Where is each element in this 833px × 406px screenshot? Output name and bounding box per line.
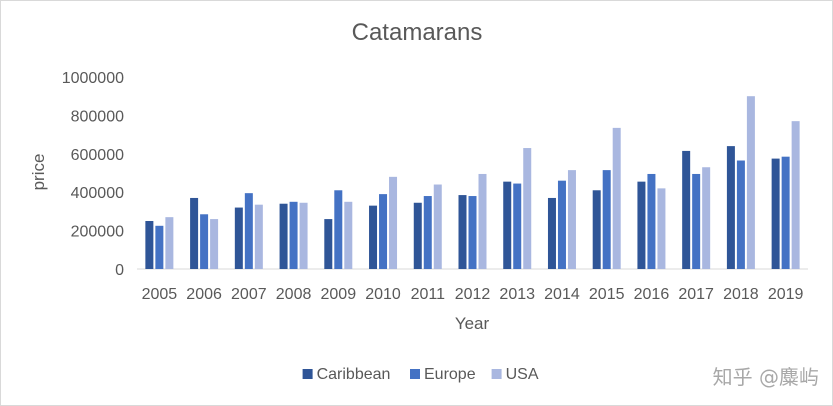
bar-usa-2019 [791, 121, 800, 269]
chart-title: Catamarans [352, 19, 483, 46]
bar-europe-2014 [557, 180, 566, 269]
bar-caribbean-2016 [637, 181, 646, 269]
bar-usa-2012 [478, 173, 487, 269]
bar-europe-2012 [468, 196, 477, 269]
x-tick-label: 2009 [321, 286, 357, 303]
x-axis-ticks: 2005 2006 2007 2008 2009 2010 2011 2012 2013 2014… [142, 286, 804, 303]
bar-europe-2016 [647, 173, 656, 269]
bar-europe-2007 [244, 193, 253, 269]
x-tick-label: 2016 [634, 286, 670, 303]
x-tick-label: 2007 [231, 286, 267, 303]
bar-usa-2006 [210, 219, 219, 269]
x-tick-label: 2017 [678, 286, 714, 303]
y-tick-label: 800000 [71, 108, 124, 125]
legend: Caribbean Europe USA [302, 366, 539, 383]
bar-caribbean-2006 [190, 197, 199, 269]
legend-swatch-usa [491, 369, 502, 379]
bar-usa-2011 [433, 184, 442, 269]
bar-caribbean-2017 [682, 150, 691, 269]
bar-caribbean-2005 [145, 221, 154, 269]
y-tick-label: 400000 [71, 185, 124, 202]
bar-usa-2007 [254, 204, 263, 269]
y-tick-label: 1000000 [62, 70, 124, 87]
x-tick-label: 2012 [455, 286, 491, 303]
bar-caribbean-2010 [369, 205, 378, 269]
bar-usa-2016 [657, 188, 666, 269]
legend-label-europe: Europe [424, 366, 476, 383]
bar-caribbean-2011 [413, 202, 422, 269]
bar-europe-2011 [423, 196, 432, 269]
y-axis-ticks: 0 200000 400000 600000 800000 1000000 [62, 70, 124, 279]
bar-europe-2019 [781, 156, 790, 269]
bar-caribbean-2007 [234, 207, 243, 269]
legend-label-caribbean: Caribbean [317, 366, 391, 383]
bar-europe-2008 [289, 201, 298, 269]
legend-swatch-caribbean [302, 369, 313, 379]
x-tick-label: 2005 [142, 286, 178, 303]
bar-usa-2009 [344, 201, 353, 269]
y-axis-label: price [29, 154, 48, 191]
bar-usa-2010 [389, 176, 398, 269]
x-tick-label: 2019 [768, 286, 804, 303]
x-tick-label: 2008 [276, 286, 312, 303]
bar-caribbean-2018 [726, 146, 735, 269]
bar-usa-2018 [746, 96, 755, 269]
bar-caribbean-2019 [771, 158, 780, 269]
bar-europe-2017 [692, 173, 701, 269]
x-tick-label: 2013 [499, 286, 535, 303]
bar-europe-2009 [334, 190, 343, 269]
bar-usa-2014 [567, 170, 576, 269]
bar-europe-2005 [155, 225, 164, 269]
x-tick-label: 2010 [365, 286, 401, 303]
watermark: 知乎 @麋屿 [712, 365, 819, 389]
x-tick-label: 2014 [544, 286, 580, 303]
bar-caribbean-2014 [547, 197, 556, 269]
bar-europe-2010 [379, 194, 388, 269]
x-tick-label: 2006 [186, 286, 222, 303]
legend-swatch-europe [410, 369, 420, 379]
bar-usa-2005 [165, 217, 174, 269]
bar-caribbean-2008 [279, 203, 288, 269]
x-tick-label: 2011 [411, 286, 446, 303]
bar-usa-2008 [299, 202, 308, 269]
x-tick-label: 2015 [589, 286, 625, 303]
bar-europe-2006 [200, 214, 209, 269]
bars-group [145, 96, 800, 269]
legend-label-usa: USA [506, 366, 539, 383]
x-tick-label: 2018 [723, 286, 759, 303]
bar-caribbean-2009 [324, 219, 333, 269]
bar-usa-2017 [702, 167, 711, 269]
bar-europe-2015 [602, 170, 611, 269]
bar-europe-2018 [736, 160, 745, 269]
bar-usa-2015 [612, 127, 621, 269]
bar-caribbean-2013 [503, 181, 512, 269]
y-tick-label: 0 [115, 262, 124, 279]
bar-caribbean-2012 [458, 195, 467, 269]
y-tick-label: 200000 [71, 224, 124, 241]
bar-caribbean-2015 [592, 190, 601, 269]
x-axis-label: Year [455, 314, 490, 333]
bar-europe-2013 [513, 183, 522, 269]
y-tick-label: 600000 [71, 147, 124, 164]
bar-usa-2013 [523, 148, 532, 269]
